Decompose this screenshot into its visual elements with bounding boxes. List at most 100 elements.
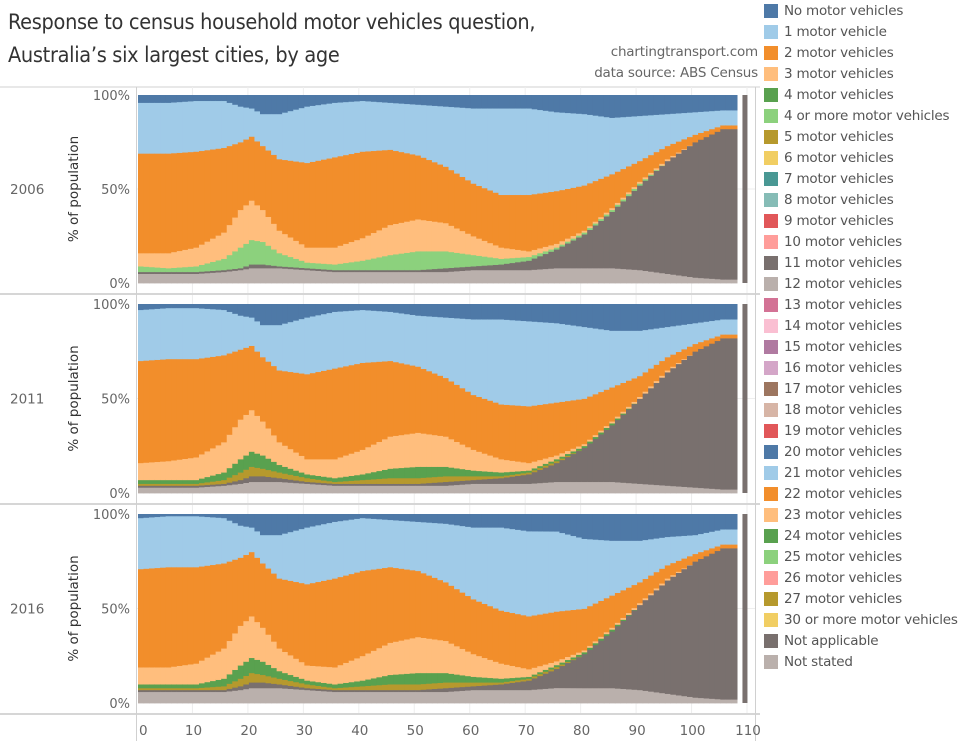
area-segment-1-motor-vehicle (204, 100, 211, 151)
legend-item[interactable]: 19 motor vehicles (764, 420, 902, 441)
area-segment-not-applicable (237, 479, 244, 484)
area-segment-3-motor-vehicles (642, 391, 649, 394)
area-segment-2-motor-vehicles (531, 405, 538, 462)
legend-item[interactable]: No motor vehicles (764, 0, 903, 21)
area-segment-no-motor-vehicles (193, 95, 200, 102)
area-segment-not-applicable (642, 393, 649, 485)
legend-item[interactable]: 18 motor vehicles (764, 399, 902, 420)
area-segment-1-motor-vehicle (393, 312, 400, 363)
area-segment-4-or-more-motor-vehicles (348, 261, 355, 271)
area-segment-1-motor-vehicle (304, 527, 311, 585)
area-segment-3-motor-vehicles (431, 221, 439, 252)
legend-item[interactable]: 4 or more motor vehicles (764, 105, 950, 126)
area-segment-not-applicable (182, 689, 189, 693)
area-segment-not-stated (465, 483, 472, 494)
legend-item[interactable]: 26 motor vehicles (764, 567, 902, 588)
area-segment-3-motor-vehicles (154, 667, 161, 685)
legend-item[interactable]: 3 motor vehicles (764, 63, 894, 84)
legend-item[interactable]: 21 motor vehicles (764, 462, 902, 483)
legend-item[interactable]: 17 motor vehicles (764, 378, 902, 399)
area-segment-4-or-more-motor-vehicles (459, 253, 466, 268)
area-segment-2-motor-vehicles (703, 339, 710, 347)
area-segment-1-motor-vehicle (443, 317, 450, 379)
area-segment-1-motor-vehicle (509, 319, 516, 406)
area-segment-3-motor-vehicles (326, 458, 333, 478)
area-segment-no-motor-vehicles (731, 514, 738, 530)
area-segment-2-motor-vehicles (542, 403, 549, 459)
legend-item[interactable]: 25 motor vehicles (764, 546, 902, 567)
legend-item[interactable]: 16 motor vehicles (764, 357, 902, 378)
legend-label: 18 motor vehicles (784, 401, 902, 418)
area-segment-2-motor-vehicles (592, 603, 599, 642)
area-segment-not-applicable (614, 206, 622, 269)
area-segment-no-motor-vehicles (570, 304, 577, 326)
area-segment-1-motor-vehicle (326, 312, 333, 370)
legend-item[interactable]: 27 motor vehicles (764, 588, 902, 609)
area-segment-4-motor-vehicles (459, 468, 466, 477)
legend-item[interactable]: Not stated (764, 651, 853, 672)
area-segment-4-motor-vehicles (171, 684, 178, 689)
legend-item[interactable]: 8 motor vehicles (764, 189, 894, 210)
legend-item[interactable]: 11 motor vehicles (764, 252, 902, 273)
area-segment-3-motor-vehicles (626, 612, 633, 615)
area-segment-5-motor-vehicles (154, 687, 161, 691)
legend-item[interactable]: 12 motor vehicles (764, 273, 902, 294)
area-segment-not-applicable (481, 685, 488, 691)
area-segment-1-motor-vehicle (210, 100, 217, 150)
legend-item[interactable]: 10 motor vehicles (764, 231, 902, 252)
area-segment-4-or-more-motor-vehicles (443, 251, 450, 269)
area-segment-no-motor-vehicles (631, 95, 638, 117)
legend-item[interactable]: 24 motor vehicles (764, 525, 902, 546)
area-segment-2-motor-vehicles (659, 148, 666, 164)
legend-item[interactable]: 14 motor vehicles (764, 315, 902, 336)
legend-item[interactable]: Not applicable (764, 630, 879, 651)
area-segment-not-stated (631, 483, 638, 494)
legend-item[interactable]: 1 motor vehicle (764, 21, 887, 42)
area-segment-1-motor-vehicle (210, 517, 217, 566)
legend-item[interactable]: 7 motor vehicles (764, 168, 894, 189)
area-segment-4-motor-vehicles (354, 474, 361, 481)
legend-item[interactable]: 20 motor vehicles (764, 441, 902, 462)
legend-item[interactable]: 22 motor vehicles (764, 483, 902, 504)
area-segment-4-or-more-motor-vehicles (359, 260, 366, 271)
area-segment-not-stated (470, 689, 477, 704)
area-segment-no-motor-vehicles (154, 95, 161, 103)
area-segment-not-stated (298, 269, 305, 284)
area-segment-2-motor-vehicles (459, 387, 466, 445)
area-segment-4-or-more-motor-vehicles (570, 238, 577, 241)
area-segment-no-motor-vehicles (565, 304, 572, 325)
area-segment-2-motor-vehicles (731, 334, 738, 339)
legend-item[interactable]: 30 or more motor vehicles (764, 609, 958, 630)
area-segment-1-motor-vehicle (448, 524, 455, 586)
area-segment-3-motor-vehicles (576, 446, 583, 449)
area-segment-not-stated (359, 271, 366, 284)
area-segment-not-applicable (332, 269, 339, 273)
area-segment-not-stated (409, 271, 416, 284)
area-segment-not-applicable (387, 483, 394, 486)
legend-item[interactable]: 2 motor vehicles (764, 42, 894, 63)
area-segment-1-motor-vehicle (703, 111, 710, 132)
area-segment-1-motor-vehicle (454, 107, 461, 174)
area-segment-2-motor-vehicles (520, 614, 527, 669)
legend-item[interactable]: 15 motor vehicles (764, 336, 902, 357)
legend-item[interactable]: 6 motor vehicles (764, 147, 894, 168)
area-segment-2-motor-vehicles (420, 368, 427, 434)
legend-item[interactable]: 9 motor vehicles (764, 210, 894, 231)
area-segment-not-applicable (498, 477, 505, 484)
area-segment-1-motor-vehicle (187, 307, 195, 360)
area-segment-1-motor-vehicle (232, 104, 239, 145)
legend-item[interactable]: 13 motor vehicles (764, 294, 902, 315)
area-segment-5-motor-vehicles (165, 687, 172, 691)
area-segment-not-stated (537, 482, 544, 494)
area-segment-not-applicable (431, 688, 439, 693)
area-segment-not-applicable (698, 139, 705, 279)
area-segment-2-motor-vehicles (193, 358, 200, 458)
legend-item[interactable]: 23 motor vehicles (764, 504, 902, 525)
legend-item[interactable]: 5 motor vehicles (764, 126, 894, 147)
area-segment-3-motor-vehicles (443, 222, 450, 252)
area-segment-no-motor-vehicles (298, 304, 305, 320)
area-segment-no-motor-vehicles (431, 304, 439, 317)
legend-item[interactable]: 4 motor vehicles (764, 84, 894, 105)
area-segment-3-motor-vehicles (504, 459, 511, 473)
area-segment-not-applicable (309, 688, 317, 691)
